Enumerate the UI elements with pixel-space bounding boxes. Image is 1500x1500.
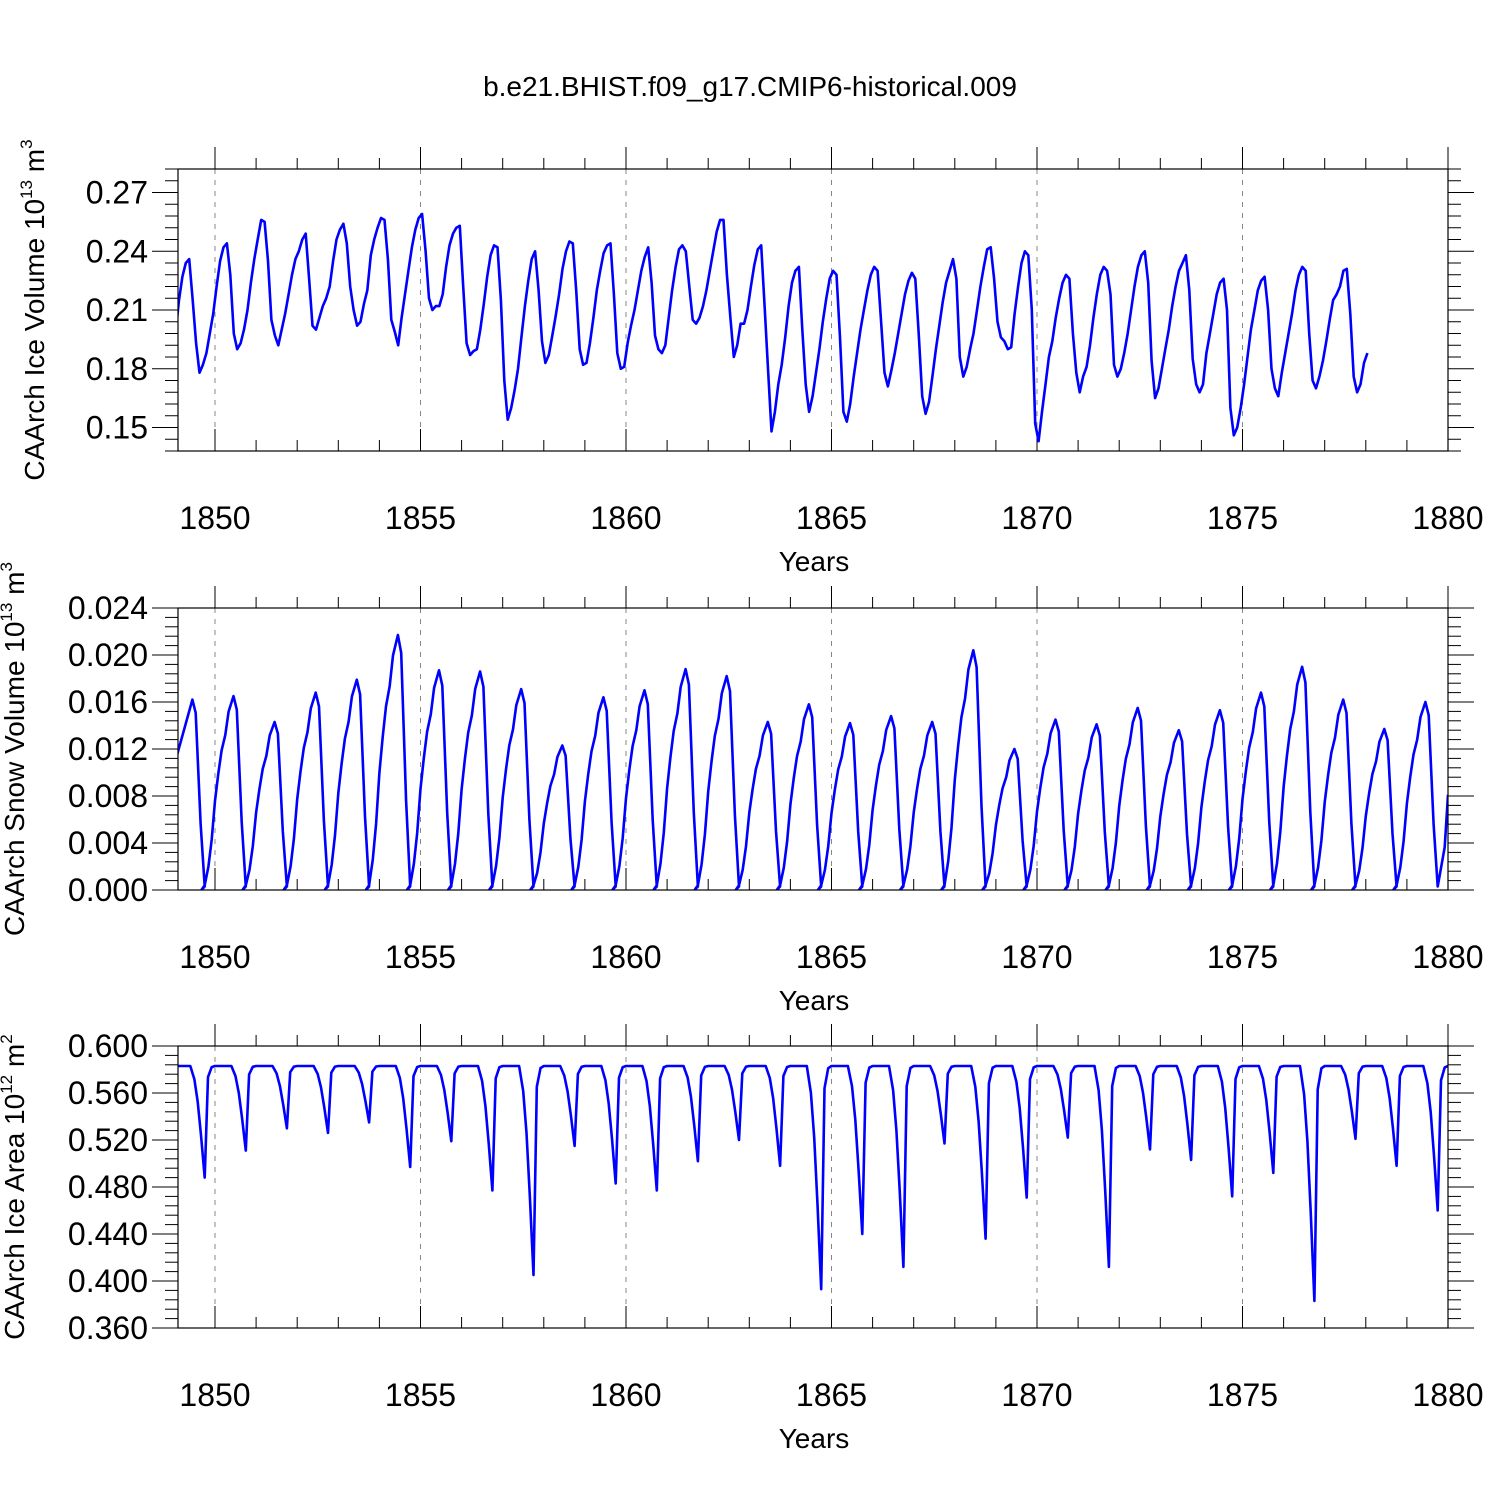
xtick-label-1860: 1860 bbox=[590, 939, 661, 975]
xtick-label-1875: 1875 bbox=[1207, 939, 1278, 975]
xtick-label-1875: 1875 bbox=[1207, 1377, 1278, 1413]
y-axis-label: CAArch Snow Volume 1013 m3 bbox=[0, 562, 30, 936]
plot-frame bbox=[177, 168, 1449, 452]
xtick-label-1850: 1850 bbox=[179, 500, 250, 536]
xtick-label-1865: 1865 bbox=[796, 500, 867, 536]
xtick-label-1850: 1850 bbox=[179, 1377, 250, 1413]
ytick-label-4: 0.016 bbox=[68, 684, 148, 720]
xtick-label-1880: 1880 bbox=[1412, 1377, 1483, 1413]
xtick-label-1855: 1855 bbox=[385, 939, 456, 975]
x-axis-label: Years bbox=[779, 546, 850, 577]
ytick-label-3: 0.480 bbox=[68, 1169, 148, 1205]
xtick-label-1855: 1855 bbox=[385, 1377, 456, 1413]
xtick-label-1870: 1870 bbox=[1001, 1377, 1072, 1413]
xtick-label-1875: 1875 bbox=[1207, 500, 1278, 536]
ytick-label-6: 0.600 bbox=[68, 1028, 148, 1064]
ytick-label-1: 0.004 bbox=[68, 825, 148, 861]
ytick-label-0: 0.15 bbox=[86, 410, 148, 446]
x-axis-label: Years bbox=[779, 985, 850, 1016]
plot-frame bbox=[177, 1045, 1449, 1329]
ytick-label-2: 0.21 bbox=[86, 292, 148, 328]
ytick-label-1: 0.400 bbox=[68, 1263, 148, 1299]
ytick-label-5: 0.020 bbox=[68, 637, 148, 673]
xtick-label-1865: 1865 bbox=[796, 1377, 867, 1413]
panel-ice-area: 0.360 0.400 0.440 0.480 0.520 0.560 0.600 1850 1… bbox=[0, 1024, 1484, 1454]
xtick-label-1880: 1880 bbox=[1412, 500, 1483, 536]
xtick-label-1860: 1860 bbox=[590, 500, 661, 536]
ytick-label-4: 0.27 bbox=[86, 175, 148, 211]
ytick-label-3: 0.24 bbox=[86, 233, 148, 269]
ytick-label-1: 0.18 bbox=[86, 351, 148, 387]
xtick-label-1880: 1880 bbox=[1412, 939, 1483, 975]
series-line-snow-volume bbox=[178, 633, 1448, 890]
panel-ice-volume: 0.15 0.18 0.21 0.24 0.27 1850 1855 1860 1865 1870… bbox=[17, 139, 1484, 577]
xtick-label-1870: 1870 bbox=[1001, 939, 1072, 975]
y-axis-label: CAArch Ice Volume 1013 m3 bbox=[17, 139, 50, 480]
ytick-label-6: 0.024 bbox=[68, 590, 148, 626]
xtick-label-1870: 1870 bbox=[1001, 500, 1072, 536]
xtick-label-1860: 1860 bbox=[590, 1377, 661, 1413]
x-axis-label: Years bbox=[779, 1423, 850, 1454]
xtick-label-1865: 1865 bbox=[796, 939, 867, 975]
series-line-ice-area bbox=[178, 1064, 1448, 1303]
plot-frame bbox=[177, 607, 1449, 891]
figure-title: b.e21.BHIST.f09_g17.CMIP6-historical.009 bbox=[483, 71, 1017, 102]
ytick-label-0: 0.360 bbox=[68, 1310, 148, 1346]
ytick-label-0: 0.000 bbox=[68, 872, 148, 908]
series-line-ice-volume bbox=[178, 212, 1369, 443]
panels: 0.15 0.18 0.21 0.24 0.27 1850 1855 1860 1865 1870… bbox=[0, 139, 1484, 1454]
xtick-label-1855: 1855 bbox=[385, 500, 456, 536]
ytick-label-2: 0.008 bbox=[68, 778, 148, 814]
ytick-label-5: 0.560 bbox=[68, 1075, 148, 1111]
ytick-label-4: 0.520 bbox=[68, 1122, 148, 1158]
ytick-label-2: 0.440 bbox=[68, 1216, 148, 1252]
ytick-label-3: 0.012 bbox=[68, 731, 148, 767]
panel-snow-volume: 0.000 0.004 0.008 0.012 0.016 0.020 0.024 1850 1… bbox=[0, 562, 1484, 1016]
y-axis-label: CAArch Ice Area 1012 m2 bbox=[0, 1034, 30, 1339]
xtick-label-1850: 1850 bbox=[179, 939, 250, 975]
